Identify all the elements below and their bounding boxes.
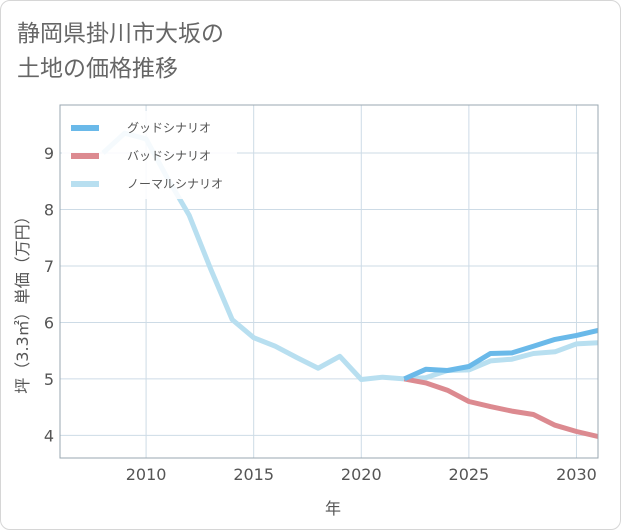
series-line-normal	[101, 130, 599, 382]
chart-title-line-1: 静岡県掛川市大坂の	[17, 21, 224, 47]
legend-label-good: グッドシナリオ	[127, 121, 211, 135]
legend-label-normal: ノーマルシナリオ	[127, 177, 223, 191]
plot-frame	[59, 104, 599, 459]
chart-title-line-2: 土地の価格推移	[17, 56, 178, 82]
y-tick-label: 6	[44, 313, 54, 332]
tick-labels: 2010 2015 2020 2025 2030 4 5 6 7 8 9	[44, 144, 597, 484]
legend-label-bad: バッドシナリオ	[127, 149, 211, 163]
y-tick-label: 4	[44, 426, 54, 445]
x-tick-label: 2015	[233, 465, 274, 484]
x-tick-label: 2030	[556, 465, 597, 484]
series-line-bad	[403, 376, 599, 439]
chart-title: 静岡県掛川市大坂の 土地の価格推移	[17, 17, 224, 87]
x-tick-label: 2010	[126, 465, 167, 484]
x-tick-label: 2020	[341, 465, 382, 484]
y-axis-label: 坪（3.3㎡）単価（万円）	[13, 208, 32, 393]
grid	[60, 105, 598, 458]
series-line-good	[403, 327, 599, 382]
x-axis-label: 年	[325, 499, 341, 518]
y-tick-label: 9	[44, 144, 54, 163]
y-tick-label: 5	[44, 370, 54, 389]
y-tick-label: 8	[44, 200, 54, 219]
series-lines	[101, 130, 599, 439]
y-tick-label: 7	[44, 257, 54, 276]
x-tick-label: 2025	[449, 465, 490, 484]
